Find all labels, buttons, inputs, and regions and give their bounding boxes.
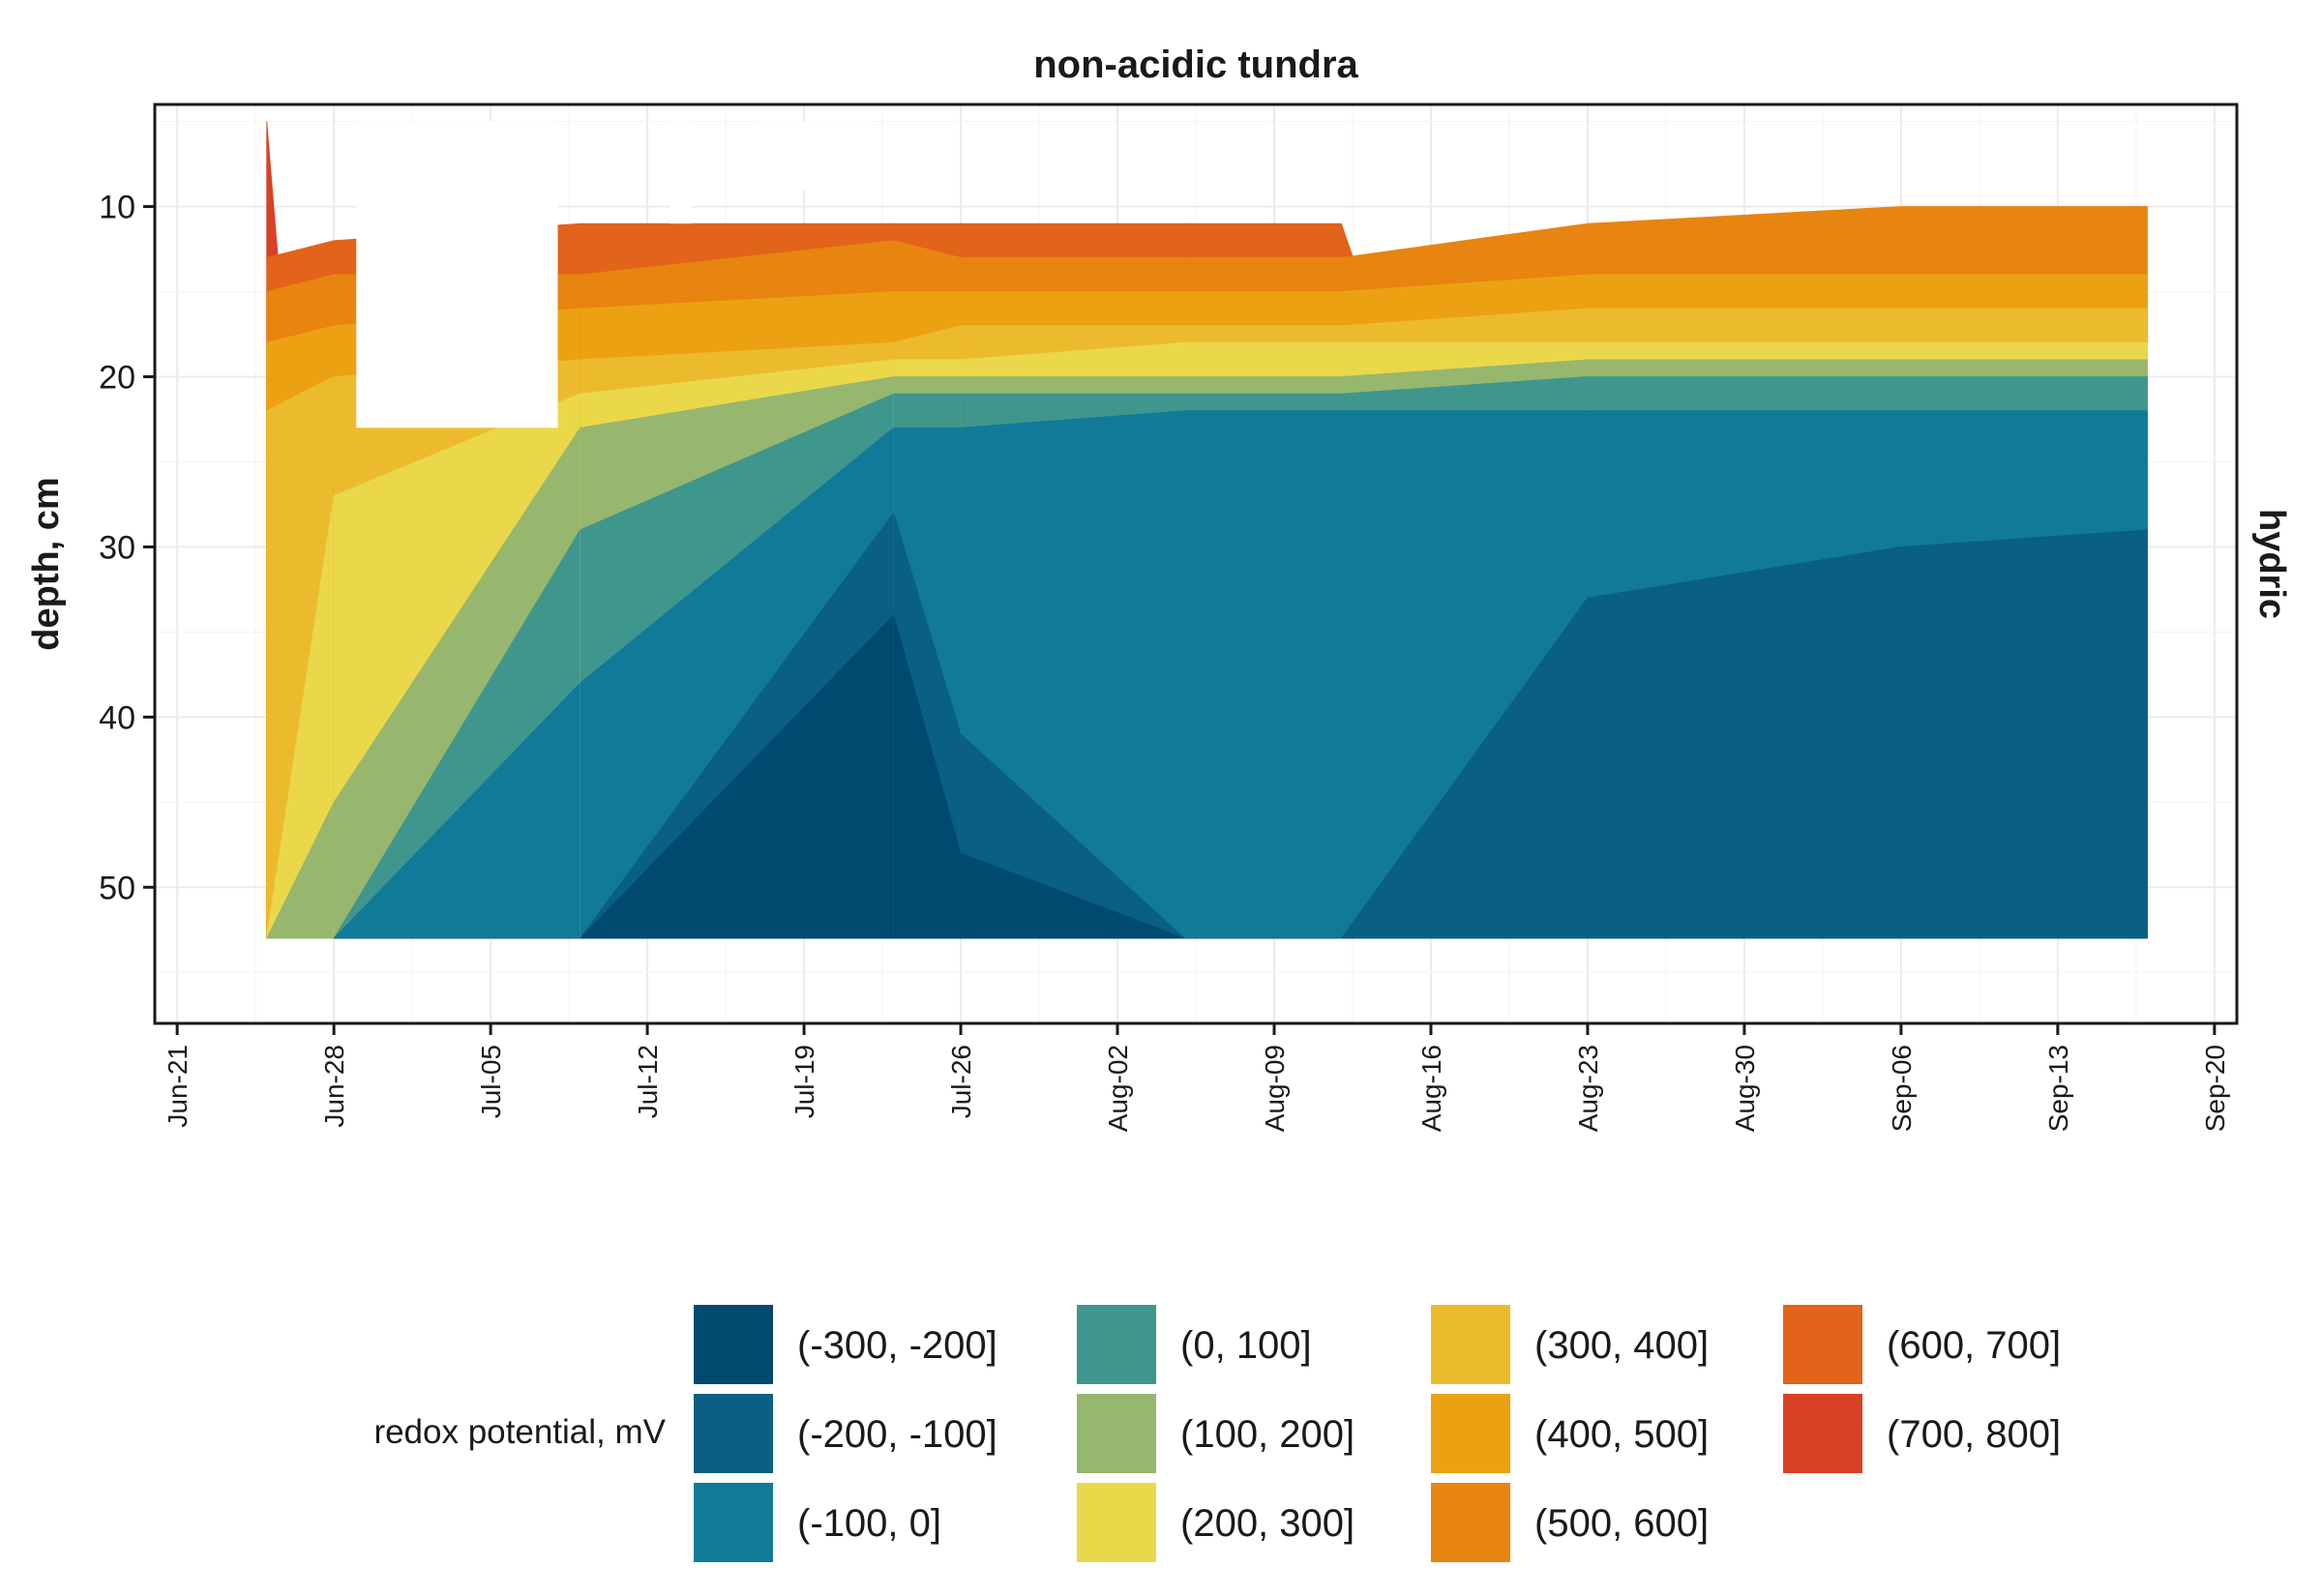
- x-tick-label: Jul-19: [789, 1045, 819, 1118]
- x-tick-label: Jul-12: [633, 1045, 663, 1118]
- legend-label: (-100, 0]: [797, 1502, 941, 1545]
- legend-title: redox potential, mV: [373, 1413, 666, 1451]
- y-tick-label: 10: [99, 190, 135, 226]
- legend-label: (0, 100]: [1180, 1324, 1312, 1367]
- legend: (-300, -200] (-200, -100] (-100, 0] (0, 100…: [692, 1303, 2061, 1564]
- legend-label: (300, 400]: [1534, 1324, 1709, 1367]
- legend-label: (100, 200]: [1180, 1413, 1354, 1456]
- x-tick-label: Sep-20: [2200, 1045, 2230, 1132]
- y-tick-label: 20: [99, 359, 135, 396]
- redox-band-_-100_0_: [1184, 410, 1342, 939]
- x-tick-label: Aug-23: [1573, 1045, 1603, 1132]
- legend-swatch: [1075, 1481, 1158, 1564]
- legend-label: (500, 600]: [1534, 1502, 1709, 1545]
- x-tick-label: Aug-30: [1730, 1045, 1760, 1132]
- missing-data-gap: [356, 121, 558, 429]
- legend-swatch: [692, 1481, 775, 1564]
- x-tick-label: Aug-16: [1416, 1045, 1446, 1132]
- y-tick-label: 50: [99, 870, 135, 906]
- missing-data-gap: [759, 121, 872, 190]
- legend-label: (-200, -100]: [797, 1413, 997, 1456]
- legend-swatch: [1429, 1481, 1512, 1564]
- y-axis-title: depth, cm: [26, 477, 67, 650]
- x-axis: Jun-21 Jun-28 Jul-05 Jul-12 Jul-19 Jul-26 Aug-…: [163, 1023, 2230, 1132]
- facet-strip-label: hydric: [2251, 509, 2292, 619]
- x-tick-label: Jun-28: [319, 1045, 349, 1128]
- legend-label: (600, 700]: [1887, 1324, 2061, 1367]
- y-tick-label: 30: [99, 529, 135, 566]
- x-tick-label: Jul-05: [476, 1045, 506, 1118]
- legend-label: (-300, -200]: [797, 1324, 997, 1367]
- chart-title: non-acidic tundra: [1033, 44, 1358, 86]
- legend-swatch: [1075, 1303, 1158, 1386]
- legend-label: (700, 800]: [1887, 1413, 2061, 1456]
- redox-bands: [266, 121, 2148, 939]
- legend-swatch: [692, 1392, 775, 1475]
- x-tick-label: Jun-21: [163, 1045, 193, 1128]
- plot-border: [153, 103, 2239, 1025]
- legend-label: (200, 300]: [1180, 1502, 1354, 1545]
- legend-swatch: [1075, 1392, 1158, 1475]
- legend-swatch: [1429, 1303, 1512, 1386]
- legend-label: (400, 500]: [1534, 1413, 1709, 1456]
- redox-band-_-200_-100_: [1900, 529, 2148, 939]
- x-tick-label: Sep-13: [2043, 1045, 2073, 1132]
- legend-swatch: [692, 1303, 775, 1386]
- missing-data-gap: [670, 121, 693, 224]
- y-axis: 10 20 30 40 50: [99, 190, 155, 906]
- x-tick-label: Jul-26: [946, 1045, 976, 1118]
- legend-swatch: [1781, 1392, 1864, 1475]
- x-tick-label: Aug-02: [1103, 1045, 1133, 1132]
- x-tick-label: Sep-06: [1887, 1045, 1917, 1132]
- redox-band-_-200_-100_: [1587, 546, 1902, 939]
- redox-band-_-300_-200_: [960, 852, 1185, 939]
- legend-swatch: [1781, 1303, 1864, 1386]
- y-tick-label: 40: [99, 699, 135, 736]
- missing-data-gaps: [356, 121, 872, 429]
- x-tick-label: Aug-09: [1260, 1045, 1290, 1132]
- legend-swatch: [1429, 1392, 1512, 1475]
